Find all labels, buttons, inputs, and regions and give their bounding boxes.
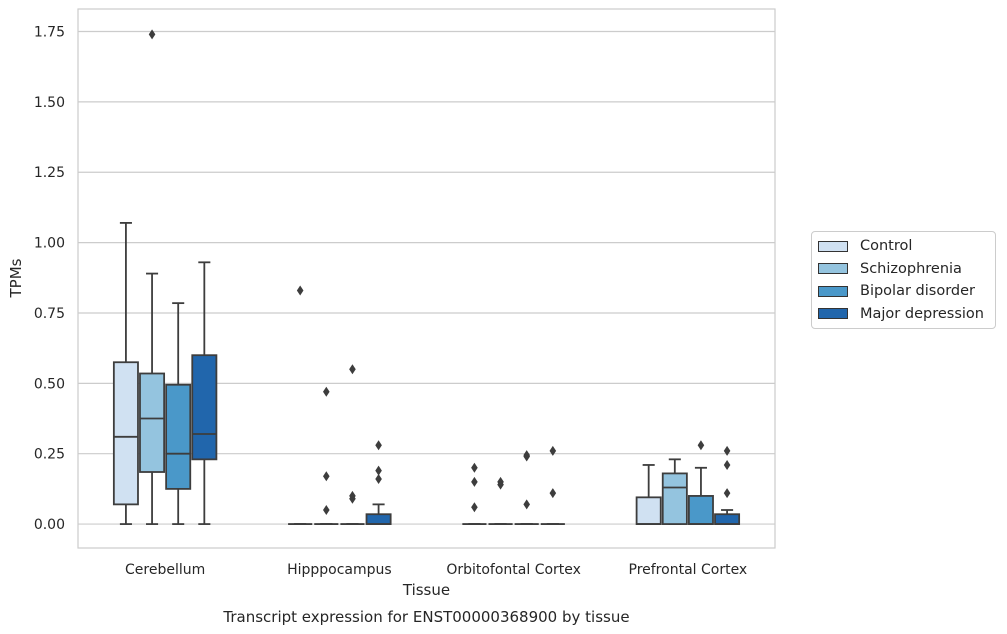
y-tick-label: 1.75 (34, 25, 65, 41)
box-body (165, 383, 192, 490)
outlier-point (723, 488, 731, 499)
legend-swatch (818, 240, 848, 252)
y-tick-label: 0.00 (34, 517, 65, 533)
outlier-point (723, 445, 731, 456)
outlier-point (148, 29, 156, 40)
box-body (635, 496, 662, 525)
legend-label: Control (860, 238, 913, 255)
y-tick-label: 0.75 (34, 306, 65, 322)
box-1-3 (365, 440, 392, 525)
box-body (687, 495, 714, 525)
legend-swatch (818, 263, 848, 275)
box-3-0 (635, 464, 662, 525)
box-3-3 (714, 445, 741, 525)
outlier-point (523, 451, 530, 462)
y-axis-label: TPMs (7, 258, 25, 298)
box-body (661, 472, 688, 525)
box-2-3 (540, 445, 565, 525)
box-0-2 (165, 302, 192, 525)
legend-swatch (818, 285, 848, 297)
box-2-0 (462, 462, 487, 525)
box-1-2 (340, 364, 365, 525)
outlier-point (471, 476, 478, 487)
outlier-point (323, 505, 330, 516)
outlier-point (323, 386, 330, 397)
legend-label: Bipolar disorder (860, 283, 975, 300)
box-2-2 (514, 450, 539, 525)
box-body (112, 361, 139, 506)
outlier-point (296, 285, 304, 296)
outlier-point (323, 471, 330, 482)
y-tick-label: 1.25 (34, 165, 65, 181)
box-3-2 (687, 440, 714, 525)
box-0-3 (191, 261, 218, 525)
outlier-point (471, 462, 478, 473)
x-tick-label: Cerebellum (125, 562, 205, 578)
y-tick-label: 0.50 (34, 376, 65, 392)
x-tick-labels: Cerebellum Hipppocampus Orbitofontal Corte… (125, 562, 747, 578)
y-tick-label: 0.25 (34, 447, 65, 463)
y-tick-label: 1.50 (34, 95, 65, 111)
box-groups (112, 29, 741, 525)
box-0-1 (139, 29, 166, 525)
outlier-point (549, 445, 557, 456)
box-1-1 (314, 386, 339, 525)
box-body (714, 513, 741, 525)
y-tick-labels: 0.00 0.25 0.50 0.75 1.00 1.25 1.50 1.75 (34, 25, 65, 534)
x-axis-label: Tissue (402, 581, 450, 599)
legend-item: Major depression (818, 303, 995, 326)
x-tick-label: Orbitofontal Cortex (446, 562, 581, 578)
plot-frame (77, 8, 776, 549)
box-body (365, 513, 392, 525)
box-3-1 (661, 458, 688, 525)
legend: Control Schizophrenia Bipolar disorder Majo… (811, 231, 996, 329)
box-body (139, 372, 166, 473)
box-2-1 (488, 476, 513, 525)
outlier-point (697, 440, 705, 451)
legend-swatch (818, 308, 848, 320)
outlier-point (375, 465, 382, 476)
legend-item: Bipolar disorder (818, 280, 995, 303)
chart-title: Transcript expression for ENST0000036890… (222, 608, 629, 626)
outlier-point (375, 474, 382, 485)
x-tick-label: Prefrontal Cortex (629, 562, 748, 578)
box-0-0 (112, 222, 139, 525)
legend-label: Schizophrenia (860, 260, 962, 277)
y-tick-label: 1.00 (34, 236, 65, 252)
outlier-point (349, 493, 356, 504)
outlier-point (723, 459, 731, 470)
outlier-point (523, 499, 530, 510)
box-1-0 (288, 285, 313, 525)
box-body (191, 354, 218, 461)
outlier-point (549, 488, 557, 499)
outlier-point (497, 479, 504, 490)
outlier-point (349, 364, 356, 375)
legend-item: Schizophrenia (818, 258, 995, 281)
outlier-point (471, 502, 478, 513)
legend-item: Control (818, 235, 995, 258)
legend-label: Major depression (860, 305, 984, 322)
outlier-point (375, 440, 382, 451)
x-tick-label: Hipppocampus (287, 562, 392, 578)
